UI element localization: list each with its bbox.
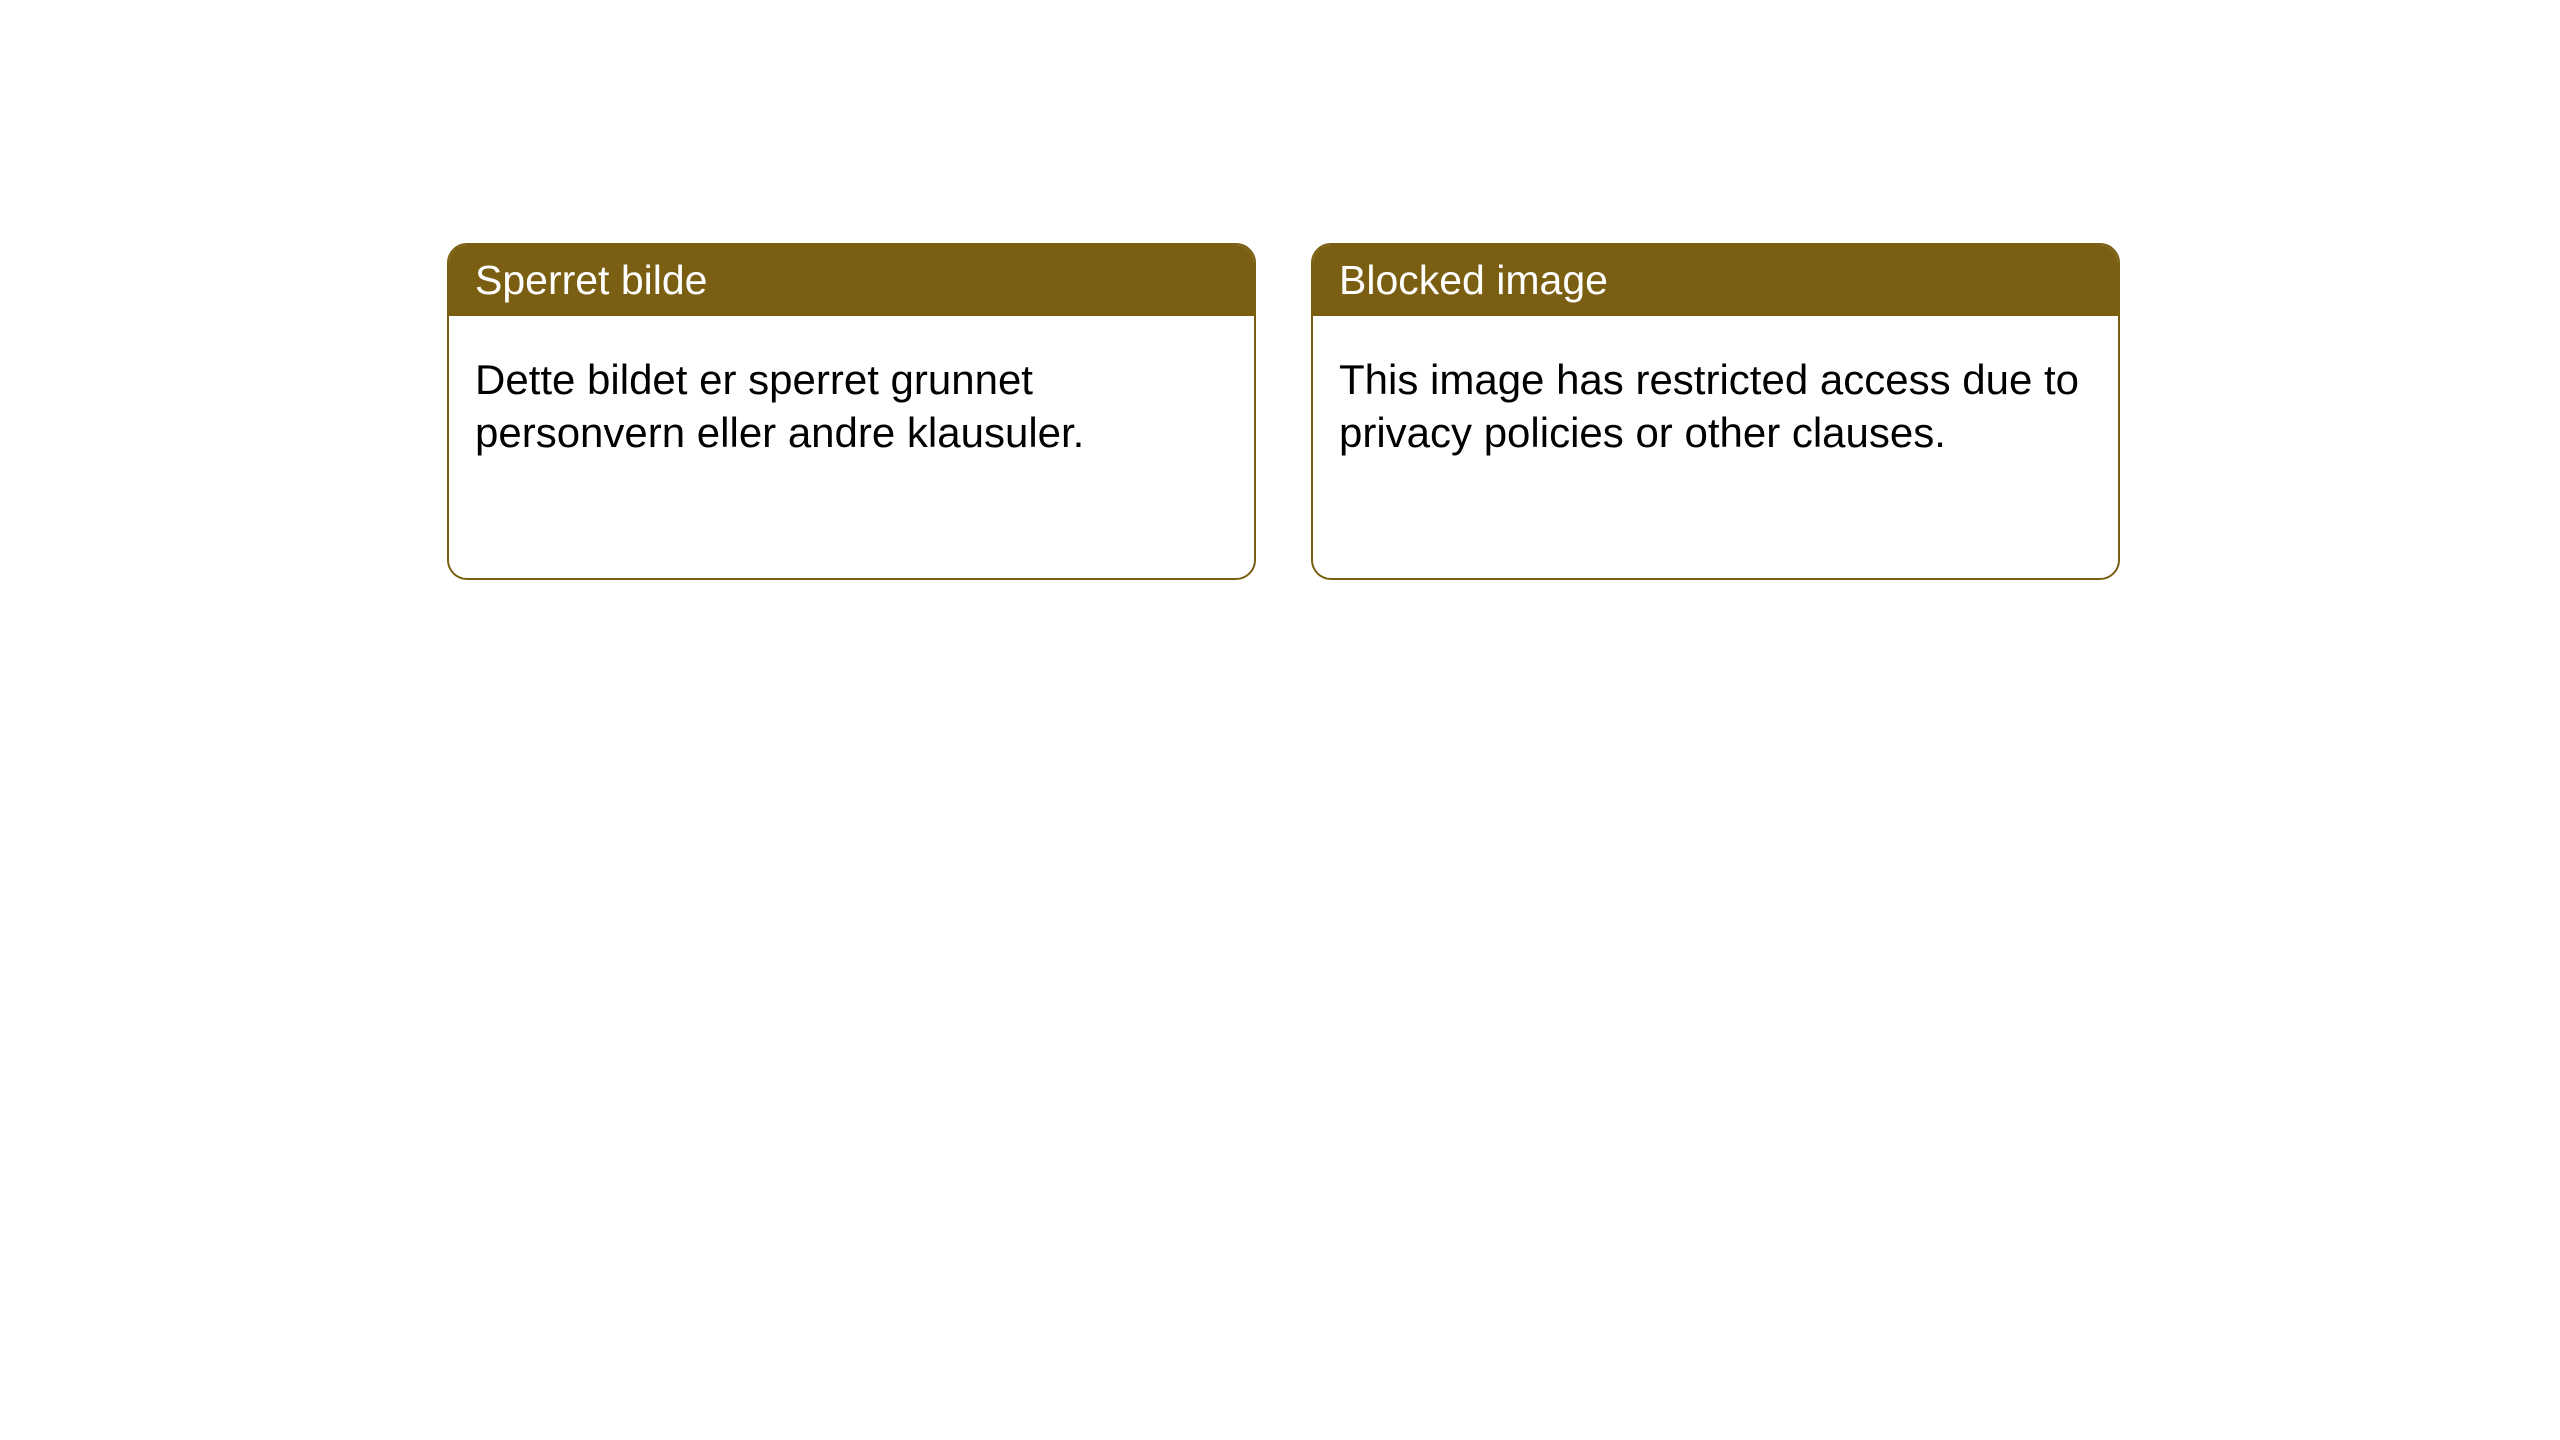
card-english: Blocked image This image has restricted …: [1311, 243, 2120, 580]
card-header-english: Blocked image: [1313, 245, 2118, 316]
card-norwegian: Sperret bilde Dette bildet er sperret gr…: [447, 243, 1256, 580]
card-body-norwegian: Dette bildet er sperret grunnet personve…: [449, 316, 1254, 497]
card-header-norwegian: Sperret bilde: [449, 245, 1254, 316]
card-body-english: This image has restricted access due to …: [1313, 316, 2118, 497]
cards-container: Sperret bilde Dette bildet er sperret gr…: [447, 243, 2120, 580]
